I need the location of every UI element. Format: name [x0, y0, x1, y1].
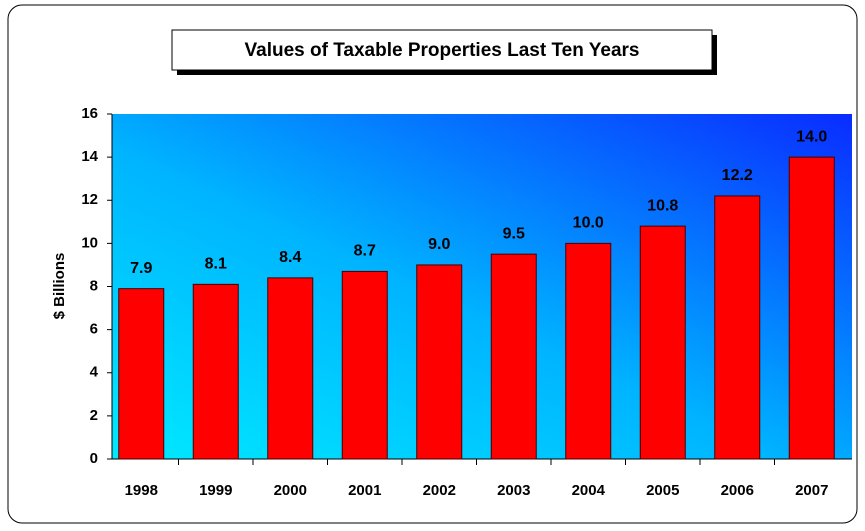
value-label: 12.2: [722, 167, 753, 184]
value-label: 7.9: [130, 260, 152, 277]
y-tick-label: 12: [81, 191, 98, 208]
bar: [416, 264, 463, 460]
bar: [490, 253, 537, 460]
bar: [788, 156, 835, 460]
value-label: 14.0: [796, 128, 827, 145]
x-tick-label: 2006: [721, 482, 754, 499]
x-tick-label: 1999: [199, 482, 232, 499]
bar: [341, 270, 388, 460]
value-label: 10.0: [573, 215, 604, 232]
x-tick-label: 2000: [274, 482, 307, 499]
y-tick-label: 16: [81, 105, 98, 122]
x-tick-label: 2003: [497, 482, 530, 499]
bar: [192, 283, 239, 460]
x-tick-label: 2007: [795, 482, 828, 499]
y-axis-label: $ Billions: [51, 253, 68, 320]
value-label: 9.0: [428, 236, 450, 253]
x-tick-label: 2001: [348, 482, 381, 499]
title-box: [171, 29, 713, 71]
bar: [565, 242, 612, 460]
y-tick-label: 10: [81, 234, 98, 251]
bar: [639, 225, 686, 460]
y-tick-label: 4: [90, 364, 99, 381]
y-tick-label: 8: [90, 277, 98, 294]
y-tick-label: 6: [90, 321, 98, 338]
x-tick-label: 2002: [423, 482, 456, 499]
value-label: 8.4: [279, 249, 301, 266]
x-tick-label: 2005: [646, 482, 679, 499]
value-label: 8.1: [205, 256, 227, 273]
bar: [118, 288, 165, 460]
y-tick-label: 0: [90, 450, 98, 467]
y-tick-label: 2: [90, 407, 98, 424]
bar: [267, 277, 314, 460]
y-tick-label: 14: [81, 148, 98, 165]
value-label: 10.8: [647, 197, 678, 214]
chart-title: Values of Taxable Properties Last Ten Ye…: [245, 40, 640, 61]
bar: [714, 195, 761, 460]
x-tick-label: 2004: [572, 482, 606, 499]
x-tick-label: 1998: [125, 482, 158, 499]
value-label: 9.5: [503, 225, 525, 242]
value-label: 8.7: [354, 243, 376, 260]
